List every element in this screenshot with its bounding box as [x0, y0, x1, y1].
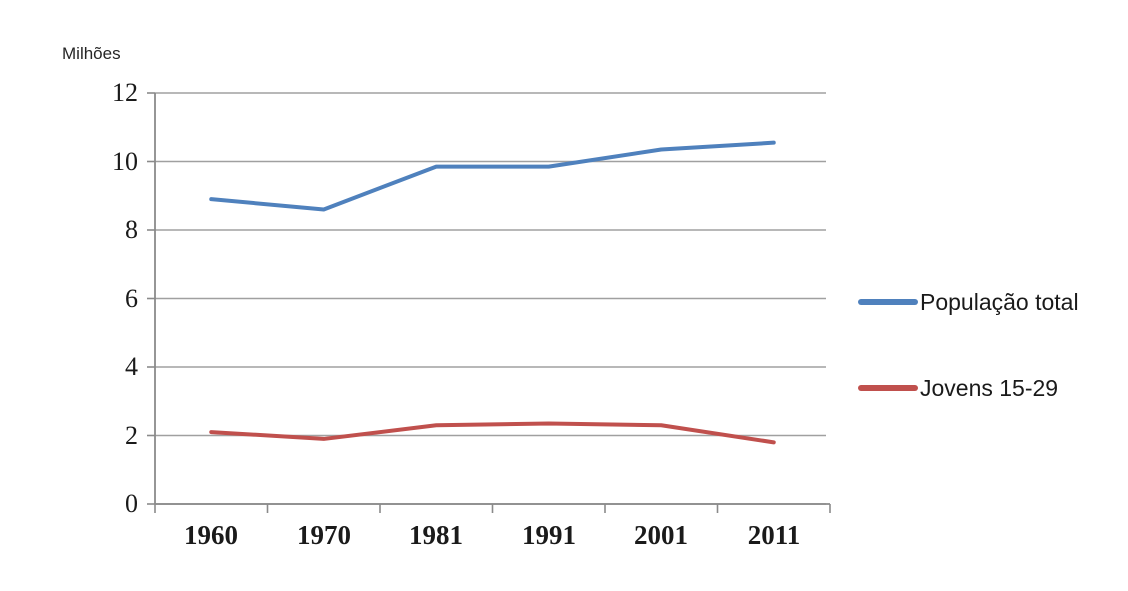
- x-tick-label: 2001: [634, 520, 688, 550]
- legend-line-swatch: [858, 299, 918, 305]
- y-tick-label: 12: [112, 78, 138, 107]
- series-line-0: [209, 140, 776, 212]
- x-tick-label: 1991: [522, 520, 576, 550]
- legend-label: População total: [920, 288, 1079, 315]
- y-tick-label: 6: [125, 284, 138, 313]
- x-tick-label: 1970: [297, 520, 351, 550]
- y-tick-label: 2: [125, 421, 138, 450]
- legend-item-jovens-15-29: Jovens 15-29: [858, 373, 1058, 403]
- x-tick-label: 1981: [409, 520, 463, 550]
- legend-line-swatch: [858, 385, 918, 391]
- y-axis-unit-label: Milhões: [62, 44, 121, 63]
- y-tick-label: 0: [125, 489, 138, 518]
- legend-item-populacao-total: População total: [858, 287, 1079, 317]
- y-tick-label: 10: [112, 147, 138, 176]
- legend-label: Jovens 15-29: [920, 374, 1059, 401]
- x-tick-label: 1960: [184, 520, 238, 550]
- y-tick-label: 8: [125, 215, 138, 244]
- x-tick-label: 2011: [747, 520, 801, 550]
- series-line-1: [209, 421, 776, 445]
- y-tick-label: 4: [125, 352, 138, 381]
